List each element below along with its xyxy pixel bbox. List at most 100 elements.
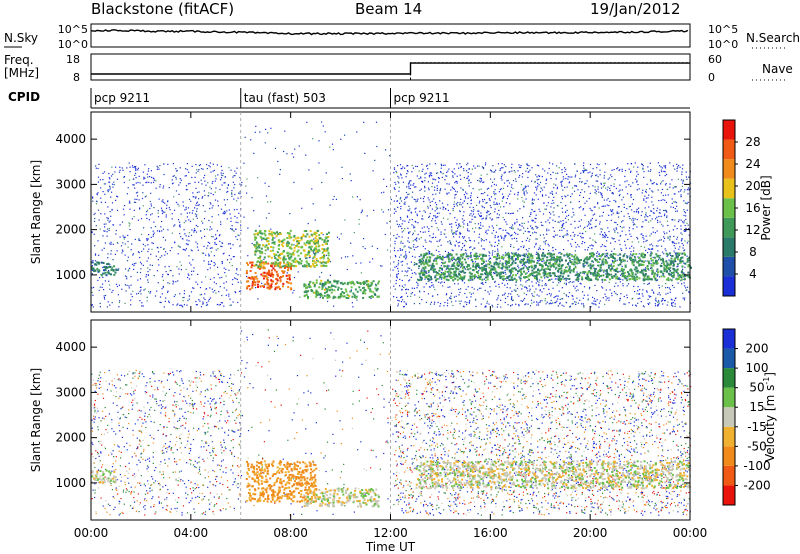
scatter-cell	[638, 188, 640, 190]
scatter-cell	[433, 266, 435, 268]
scatter-cell	[526, 192, 528, 194]
scatter-cell	[516, 287, 519, 290]
band-cell	[310, 239, 313, 242]
scatter-cell	[650, 169, 652, 171]
scatter-cell	[198, 164, 200, 167]
scatter-cell	[465, 288, 467, 290]
scatter-cell	[585, 230, 587, 233]
band-cell	[327, 252, 330, 254]
band-cell	[298, 242, 300, 245]
band-cell	[326, 247, 329, 250]
scatter-cell	[118, 284, 120, 286]
scatter-cell	[582, 237, 584, 239]
band-cell	[114, 271, 117, 274]
scatter-cell	[503, 196, 505, 198]
band-cell	[276, 259, 279, 262]
scatter-cell	[441, 269, 443, 271]
scatter-cell	[139, 256, 141, 259]
scatter-cell	[479, 200, 481, 202]
scatter-cell	[530, 213, 532, 215]
scatter-cell	[415, 221, 417, 223]
band-cell	[326, 296, 329, 299]
scatter-cell	[543, 237, 545, 239]
scatter-cell	[207, 300, 210, 302]
scatter-cell	[417, 222, 419, 224]
band-cell	[533, 275, 536, 278]
scatter-cell	[274, 237, 276, 239]
scatter-cell	[446, 293, 448, 295]
scatter-cell	[682, 182, 684, 184]
scatter-cell	[394, 266, 396, 268]
scatter-cell	[503, 206, 505, 208]
scatter-cell	[633, 285, 635, 287]
scatter-cell	[156, 165, 158, 167]
scatter-cell	[576, 271, 578, 273]
scatter-cell	[657, 301, 660, 303]
scatter-cell	[298, 145, 300, 147]
scatter-cell	[494, 211, 496, 213]
scatter-cell	[499, 169, 501, 172]
band-cell	[308, 255, 311, 257]
scatter-cell	[218, 304, 220, 306]
scatter-cell	[480, 238, 482, 240]
scatter-cell	[198, 181, 200, 183]
scatter-cell	[468, 182, 470, 184]
scatter-cell	[407, 289, 409, 291]
scatter-cell	[604, 171, 606, 173]
band-cell	[276, 286, 279, 289]
scatter-cell	[654, 232, 656, 234]
scatter-cell	[552, 227, 554, 229]
band-cell	[307, 252, 310, 255]
band-cell	[276, 279, 279, 282]
scatter-cell	[652, 291, 655, 293]
scatter-cell	[685, 176, 687, 178]
band-cell	[446, 267, 449, 270]
band-cell	[666, 262, 669, 265]
scatter-cell	[594, 192, 596, 194]
band-cell	[276, 273, 279, 276]
scatter-cell	[184, 233, 186, 235]
scatter-cell	[614, 230, 616, 232]
scatter-cell	[462, 242, 464, 245]
scatter-cell	[491, 254, 493, 256]
scatter-cell	[410, 184, 412, 186]
band-cell	[255, 247, 258, 250]
scatter-cell	[109, 220, 111, 222]
scatter-cell	[198, 204, 200, 206]
scatter-cell	[439, 303, 442, 305]
scatter-cell	[678, 191, 680, 193]
scatter-cell	[407, 237, 409, 239]
scatter-cell	[211, 182, 213, 184]
scatter-cell	[461, 258, 463, 260]
band-cell	[506, 268, 509, 271]
scatter-cell	[641, 293, 643, 295]
scatter-cell	[127, 234, 129, 236]
scatter-cell	[504, 235, 506, 237]
scatter-cell	[236, 217, 238, 219]
scatter-cell	[428, 187, 430, 189]
band-cell	[277, 255, 280, 258]
band-cell	[536, 252, 539, 255]
scatter-cell	[543, 241, 545, 243]
scatter-cell	[579, 232, 581, 234]
scatter-cell	[528, 165, 530, 167]
scatter-cell	[636, 189, 638, 191]
scatter-cell	[489, 252, 491, 254]
scatter-cell	[476, 257, 478, 259]
scatter-cell	[498, 228, 500, 230]
scatter-cell	[159, 230, 161, 233]
scatter-cell	[626, 297, 628, 299]
scatter-cell	[536, 187, 538, 189]
scatter-cell	[149, 269, 151, 271]
scatter-cell	[518, 229, 521, 231]
scatter-cell	[178, 184, 180, 186]
scatter-cell	[229, 243, 231, 245]
scatter-cell	[647, 170, 649, 172]
scatter-cell	[482, 283, 484, 285]
scatter-cell	[596, 255, 598, 257]
scatter-cell	[397, 264, 399, 266]
scatter-cell	[545, 240, 547, 242]
scatter-cell	[568, 292, 571, 294]
scatter-cell	[684, 212, 687, 214]
